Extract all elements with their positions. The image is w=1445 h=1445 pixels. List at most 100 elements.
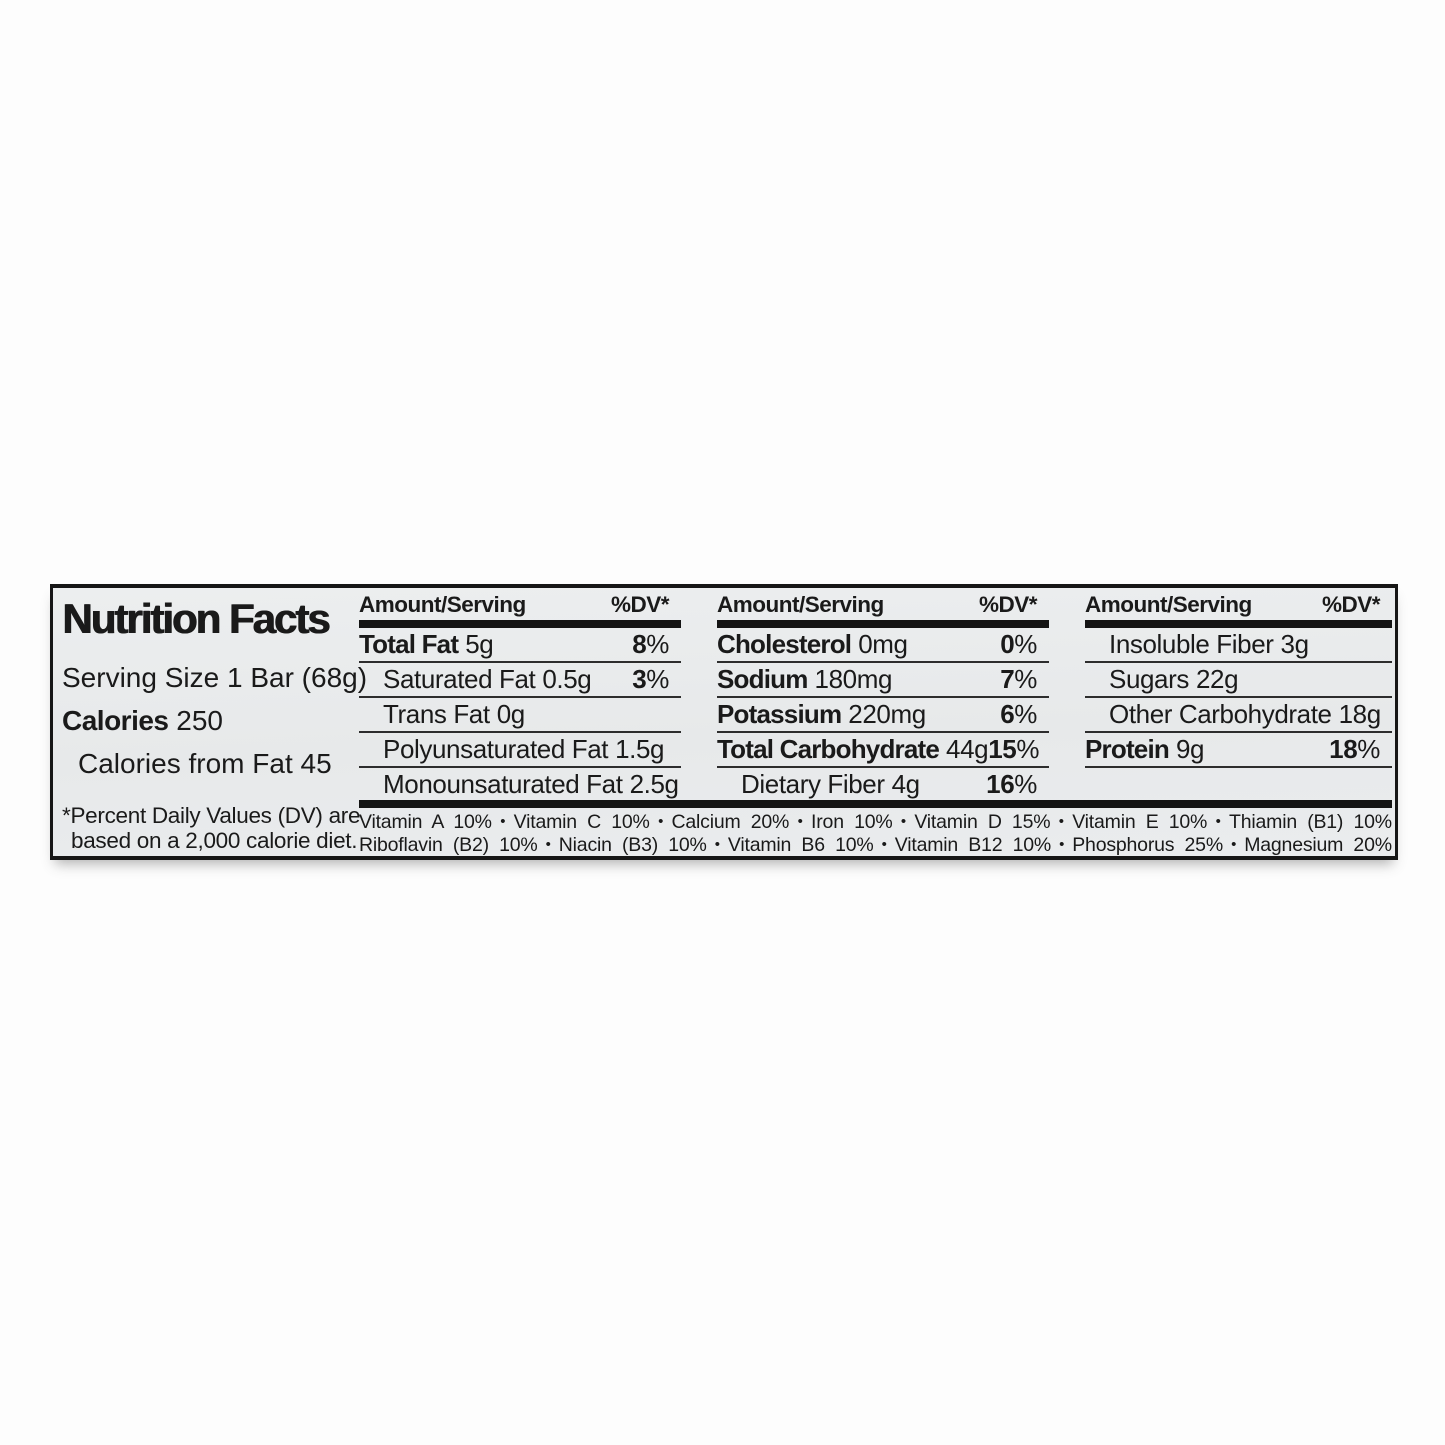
calories-value: 250: [176, 705, 223, 736]
table-column-fiber-protein: Amount/Serving %DV* Insoluble Fiber 3g Su…: [1085, 591, 1392, 803]
nutrient-row: Polyunsaturated Fat 1.5g: [359, 733, 681, 768]
nutrient-name: Trans Fat: [383, 699, 490, 729]
dv-value: 18%: [1329, 734, 1380, 764]
bullet-separator: •: [1059, 835, 1065, 853]
bullet-separator: •: [1058, 813, 1064, 830]
vitamins-line-2: Riboflavin (B2) 10% • Niacin (B3) 10% • …: [359, 833, 1392, 858]
amount-serving-header: Amount/Serving: [1085, 592, 1252, 617]
nutrient-row: Sugars 22g: [1085, 663, 1392, 698]
bullet-separator: •: [881, 835, 887, 853]
nutrient-row: Insoluble Fiber 3g: [1085, 628, 1392, 663]
nutrient-value: 2.5g: [629, 769, 679, 799]
dv-value: 8%: [632, 629, 669, 659]
nutrient-value: 22g: [1195, 664, 1239, 694]
nutrient-name: Other Carbohydrate: [1109, 699, 1332, 729]
nutrient-value: 1.5g: [615, 734, 665, 764]
footnote-line-1: *Percent Daily Values (DV) are: [62, 803, 361, 828]
nutrient-name: Polyunsaturated Fat: [383, 734, 609, 764]
column-header: Amount/Serving %DV*: [717, 591, 1049, 628]
nutrition-label: Nutrition Facts Serving Size 1 Bar (68g)…: [50, 584, 1398, 860]
nutrient-name: Total Fat: [359, 629, 459, 659]
vitamins-section: Vitamin A 10% • Vitamin C 10% • Calcium …: [359, 800, 1392, 857]
bullet-separator: •: [1215, 813, 1221, 830]
nutrient-value: 0.5g: [542, 664, 592, 694]
nutrient-value: 18g: [1338, 699, 1382, 729]
bullet-separator: •: [500, 813, 506, 830]
nutrient-row: Other Carbohydrate 18g: [1085, 698, 1392, 733]
amount-serving-header: Amount/Serving: [359, 592, 526, 617]
vitamin-item: Niacin (B3) 10%: [558, 833, 707, 856]
nutrient-name: Cholesterol: [717, 629, 852, 659]
nutrient-name: Protein: [1085, 734, 1170, 764]
vitamins-line-1: Vitamin A 10% • Vitamin C 10% • Calcium …: [359, 811, 1392, 835]
nutrient-row-empty: [1085, 768, 1392, 803]
nutrient-name: Monounsaturated Fat: [383, 769, 623, 799]
dv-value: 16%: [986, 769, 1037, 799]
amount-serving-header: Amount/Serving: [717, 592, 884, 617]
daily-values-footnote: *Percent Daily Values (DV) are based on …: [62, 803, 361, 853]
nutrient-row: Trans Fat 0g: [359, 698, 681, 733]
bullet-separator: •: [714, 835, 720, 853]
nutrient-row: Saturated Fat 0.5g 3%: [359, 663, 681, 698]
nutrient-value: 180mg: [814, 664, 893, 694]
vitamin-item: Phosphorus 25%: [1072, 833, 1223, 856]
vitamin-item: Vitamin C 10%: [513, 811, 650, 833]
nutrient-name: Dietary Fiber: [741, 769, 885, 799]
dv-value: 3%: [632, 664, 669, 694]
vitamin-item: Vitamin D 15%: [914, 811, 1051, 833]
dv-value: 7%: [1000, 664, 1037, 694]
column-header: Amount/Serving %DV*: [1085, 591, 1392, 628]
summary-panel: Nutrition Facts: [62, 596, 358, 642]
table-column-fats: Amount/Serving %DV* Total Fat 5g 8% Satur…: [359, 591, 681, 803]
calories-from-fat: Calories from Fat 45: [78, 748, 332, 779]
dv-value: 6%: [1000, 699, 1037, 729]
column-header: Amount/Serving %DV*: [359, 591, 681, 628]
nutrient-row: Sodium 180mg 7%: [717, 663, 1049, 698]
dv-value: 15%: [988, 734, 1040, 764]
nutrition-facts-title: Nutrition Facts: [62, 595, 330, 642]
footnote-line-2: based on a 2,000 calorie diet.: [71, 828, 358, 853]
calories-row: Calories 250: [62, 705, 223, 737]
nutrient-row: Total Carbohydrate 44g 15%: [717, 733, 1049, 768]
vitamin-item: Vitamin B6 10%: [727, 833, 874, 856]
nutrient-value: 0g: [496, 699, 526, 729]
nutrient-value: 220mg: [848, 699, 926, 729]
calories-label: Calories: [62, 705, 169, 736]
vitamin-item: Calcium 20%: [671, 811, 790, 833]
nutrient-name: Saturated Fat: [383, 664, 536, 694]
vitamin-item: Magnesium 20%: [1244, 833, 1392, 856]
nutrient-name: Total Carbohydrate: [717, 734, 940, 764]
bullet-separator: •: [545, 835, 551, 853]
nutrient-row: Total Fat 5g 8%: [359, 628, 681, 663]
vitamin-item: Riboflavin (B2) 10%: [359, 833, 538, 856]
bullet-separator: •: [658, 813, 664, 830]
nutrient-table: Amount/Serving %DV* Total Fat 5g 8% Satur…: [359, 591, 1392, 803]
vitamin-item: Iron 10%: [811, 811, 893, 833]
nutrient-row: Cholesterol 0mg 0%: [717, 628, 1049, 663]
bullet-separator: •: [797, 813, 803, 830]
nutrient-name: Sugars: [1109, 664, 1189, 694]
serving-size: Serving Size 1 Bar (68g): [62, 662, 368, 693]
bullet-separator: •: [900, 813, 906, 830]
nutrient-value: 44g: [946, 734, 989, 764]
nutrient-row: Monounsaturated Fat 2.5g: [359, 768, 681, 803]
vitamin-item: Vitamin B12 10%: [894, 833, 1051, 856]
nutrient-value: 9g: [1175, 734, 1205, 764]
nutrient-row: Dietary Fiber 4g 16%: [717, 768, 1049, 803]
nutrient-value: 3g: [1280, 629, 1310, 659]
nutrient-value: 0mg: [858, 629, 908, 659]
bullet-separator: •: [1231, 835, 1237, 853]
dv-header: %DV*: [978, 592, 1038, 617]
nutrient-row: Protein 9g 18%: [1085, 733, 1392, 768]
vitamin-item: Vitamin A 10%: [359, 811, 492, 833]
dv-value: 0%: [1000, 629, 1037, 659]
dv-header: %DV*: [610, 592, 670, 617]
vitamin-item: Vitamin E 10%: [1072, 811, 1208, 833]
nutrient-name: Potassium: [717, 699, 842, 729]
nutrient-value: 5g: [465, 629, 494, 659]
vitamin-item: Thiamin (B1) 10%: [1229, 811, 1392, 833]
nutrient-name: Sodium: [717, 664, 808, 694]
dv-header: %DV*: [1321, 592, 1381, 617]
nutrient-value: 4g: [891, 769, 921, 799]
